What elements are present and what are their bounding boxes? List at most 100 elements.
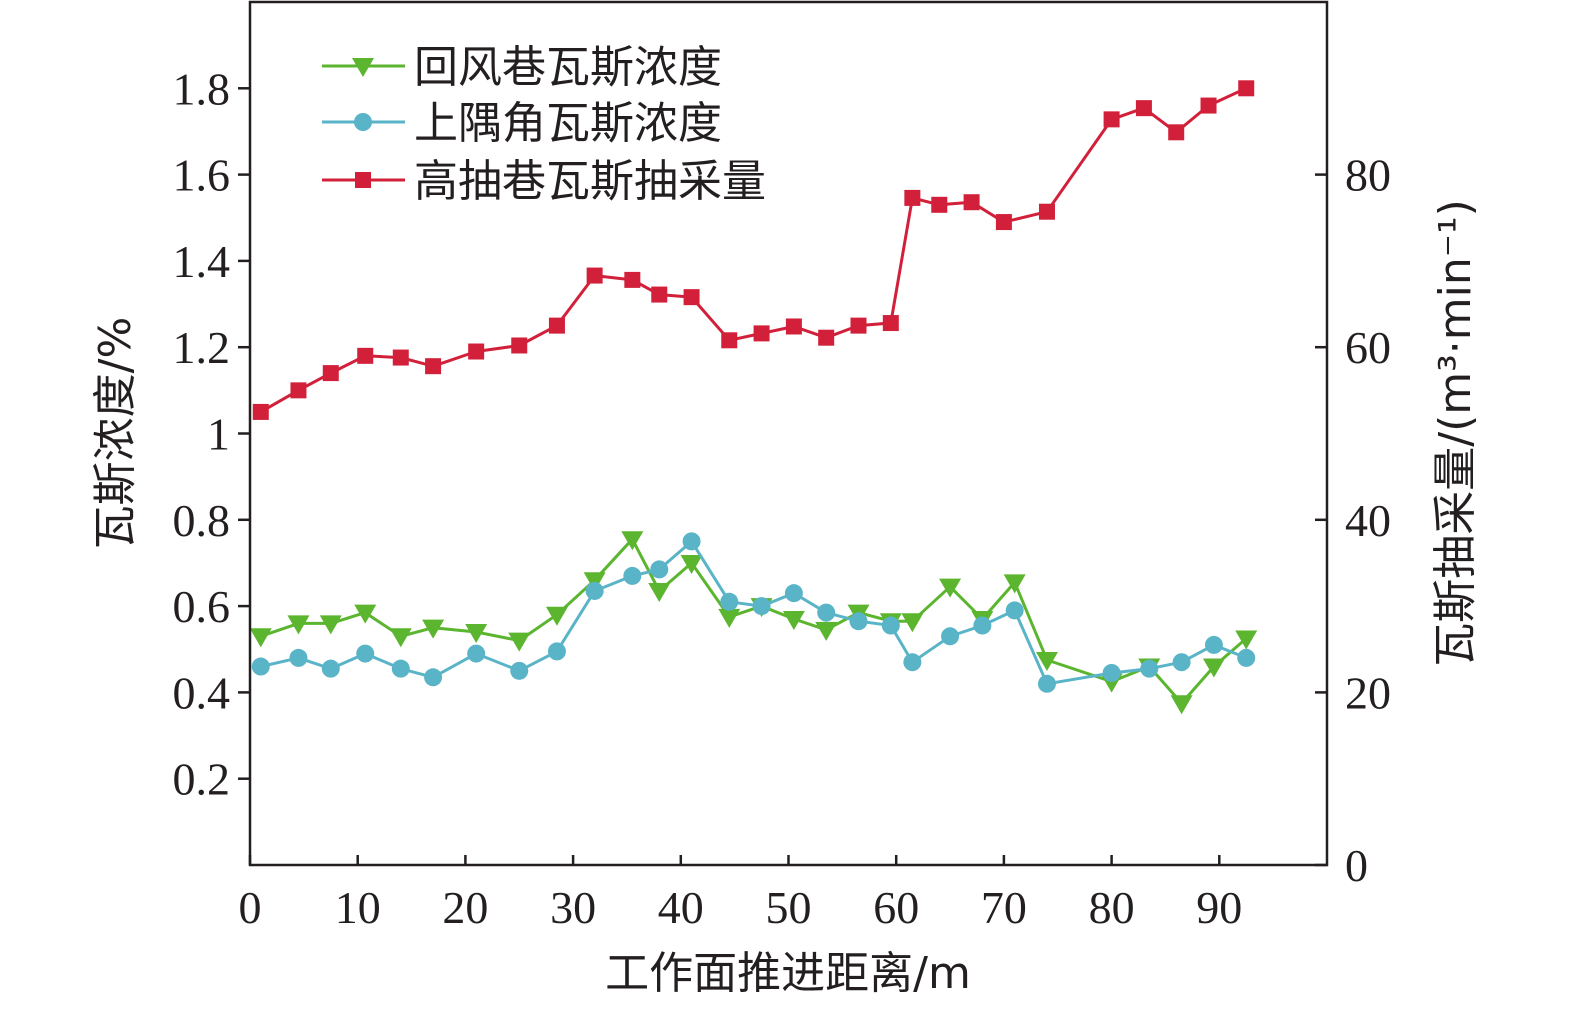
data-point (586, 267, 603, 284)
data-point (881, 616, 900, 635)
data-point (782, 611, 805, 631)
data-point (391, 659, 410, 678)
legend-marker (355, 172, 371, 188)
series-3 (252, 80, 1255, 420)
data-point (818, 329, 835, 346)
y-right-tick-label: 80 (1345, 150, 1391, 201)
data-point (651, 286, 668, 303)
data-point (931, 196, 948, 213)
y-left-tick-label: 0.8 (173, 495, 231, 546)
y-left-tick-label: 0.4 (173, 667, 231, 718)
y-left-tick-label: 0.2 (173, 754, 231, 805)
y-left-tick-label: 1.4 (173, 236, 231, 287)
legend-label: 回风巷瓦斯浓度 (414, 42, 722, 93)
data-point (583, 572, 606, 592)
data-point (290, 382, 307, 399)
x-tick-label: 10 (335, 882, 381, 933)
data-point (623, 566, 642, 585)
legend-item: 高抽巷瓦斯抽采量 (322, 156, 766, 207)
data-point (321, 659, 340, 678)
data-point (1172, 653, 1191, 672)
data-point (389, 628, 412, 648)
data-point (1135, 100, 1152, 117)
y-right-tick-label: 0 (1345, 840, 1368, 891)
data-point (547, 642, 566, 661)
data-point (422, 619, 445, 639)
y-right-tick-label: 40 (1345, 495, 1391, 546)
data-point (882, 315, 899, 332)
data-point (815, 621, 838, 641)
series-2 (251, 532, 1256, 693)
legend-marker (352, 58, 374, 77)
data-point (624, 271, 641, 288)
y-axis-left: 0.2 0.4 0.6 0.8 1 1.2 1.4 1.6 1.8 (173, 63, 250, 805)
data-point (1170, 695, 1193, 715)
y-left-tick-label: 1.2 (173, 322, 231, 373)
data-point (648, 582, 671, 602)
x-axis-title: 工作面推进距离/m (605, 948, 971, 999)
data-point (251, 657, 270, 676)
data-point (650, 560, 669, 579)
x-tick-label: 50 (766, 882, 812, 933)
data-point (1103, 111, 1120, 128)
y-axis-right: 0 20 40 60 80 (1315, 150, 1391, 891)
data-point (249, 628, 272, 648)
x-tick-label: 20 (442, 882, 488, 933)
data-point (508, 632, 531, 652)
data-point (683, 289, 700, 306)
data-point (287, 615, 310, 635)
data-point (1238, 80, 1255, 97)
series-layer (249, 80, 1258, 715)
data-point (1204, 635, 1223, 654)
data-point (424, 668, 443, 687)
data-point (585, 581, 604, 600)
data-point (392, 349, 409, 366)
data-point (720, 592, 739, 611)
data-point (1102, 663, 1121, 682)
data-point (1035, 652, 1058, 672)
y-left-tick-label: 1.6 (173, 150, 231, 201)
data-point (356, 644, 375, 663)
x-tick-label: 40 (658, 882, 704, 933)
x-tick-label: 80 (1089, 882, 1135, 933)
data-point (357, 347, 374, 364)
legend-item: 回风巷瓦斯浓度 (322, 42, 722, 93)
x-axis: 0 10 20 30 40 50 60 70 80 90 (239, 855, 1242, 933)
data-point (817, 603, 836, 622)
data-point (849, 612, 868, 631)
data-point (963, 194, 980, 211)
data-point (322, 365, 339, 382)
data-point (548, 317, 565, 334)
data-point (465, 623, 488, 643)
data-point (1235, 630, 1258, 650)
y-axis-left-title: 瓦斯浓度/% (90, 317, 141, 550)
data-point (718, 608, 741, 628)
data-point (510, 661, 529, 680)
data-point (1140, 659, 1159, 678)
data-point (973, 616, 992, 635)
data-point (545, 606, 568, 626)
series-line (260, 539, 1247, 686)
data-point (995, 214, 1012, 231)
data-point (252, 403, 269, 420)
y-left-tick-label: 1 (207, 409, 230, 460)
x-tick-label: 60 (873, 882, 919, 933)
data-point (1003, 574, 1026, 594)
data-point (1005, 601, 1024, 620)
data-point (850, 317, 867, 334)
data-point (319, 615, 342, 635)
data-point (682, 532, 701, 551)
series-1 (249, 531, 1258, 715)
data-point (1200, 97, 1217, 114)
data-point (1037, 674, 1056, 693)
legend-item: 上隅角瓦斯浓度 (322, 98, 722, 149)
data-point (1168, 124, 1185, 141)
y-left-tick-label: 0.6 (173, 581, 231, 632)
x-tick-label: 0 (239, 882, 262, 933)
plot-frame (248, 0, 1329, 867)
legend-label: 上隅角瓦斯浓度 (414, 98, 722, 149)
legend-marker (354, 113, 372, 131)
data-point (425, 358, 442, 375)
data-point (1202, 658, 1225, 678)
